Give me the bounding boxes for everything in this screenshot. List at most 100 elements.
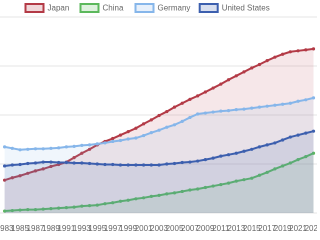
x-tick-label: 1983 [0,224,14,233]
point [242,70,246,74]
point [134,136,138,140]
point [80,161,84,165]
legend-swatch [198,3,219,13]
point [234,151,238,155]
legend-swatch [24,3,45,13]
point [49,146,53,150]
point [72,205,76,209]
point [126,198,130,202]
point [172,161,177,166]
point [26,171,30,175]
point [80,204,84,208]
point [165,192,169,196]
point [111,201,115,205]
point [165,125,169,129]
point [126,137,130,141]
point [26,207,30,212]
point [188,160,192,164]
point [3,164,7,168]
point [188,115,192,120]
x-tick-label: 1999 [119,224,137,233]
point [304,98,308,102]
x-tick-label: 2021 [289,224,307,233]
point [41,147,45,151]
point [296,49,300,53]
area-fill [4,131,314,213]
point [296,133,300,137]
point [250,66,254,70]
point [72,144,76,148]
point [95,162,99,166]
point [103,141,107,145]
point [33,207,38,212]
point [87,161,92,166]
point [149,131,153,135]
point [180,189,184,194]
point [172,123,177,127]
point [273,141,277,145]
point [296,99,300,103]
point [296,157,300,162]
point [142,133,146,138]
point [257,105,262,109]
point [111,162,115,167]
point [10,146,14,150]
point [304,155,308,159]
x-tick-label: 2013 [227,224,245,233]
point [211,156,215,160]
point [203,111,207,115]
point [226,78,231,82]
point [257,145,262,149]
point [311,151,316,155]
x-tick-label: 2011 [212,224,230,233]
point [257,173,262,177]
legend-swatch [79,3,100,13]
point [3,209,7,213]
point [242,178,246,182]
point [311,129,316,133]
point [134,126,138,130]
point [211,86,215,90]
point [203,185,207,190]
point [180,119,184,123]
point [273,167,277,171]
area-fill [4,153,314,213]
point [134,197,138,201]
point [64,206,68,210]
point [87,143,92,147]
x-tick-label: 2001 [135,224,153,233]
x-tick-label: 2009 [196,224,214,233]
x-tick-label: 1989 [42,224,60,233]
legend-label: Germany [158,4,191,13]
point [250,106,254,110]
point [226,108,231,113]
point [196,187,200,191]
point [234,74,238,78]
point [18,208,22,212]
point [273,103,277,107]
point [203,90,207,94]
point [95,142,99,146]
x-tick-label: 1995 [88,224,106,233]
point [57,160,61,165]
point [180,101,184,105]
point [219,82,223,86]
point [33,161,38,165]
point [118,199,123,203]
point [157,193,161,197]
legend-label: Japan [48,4,70,13]
point [18,162,22,167]
point [288,101,292,105]
point [265,104,269,108]
legend-label: United States [222,4,270,13]
point [281,138,285,142]
point [242,107,246,111]
point [87,204,92,208]
x-tick-label: 1987 [27,224,45,233]
point [196,159,200,163]
point [111,136,115,141]
point [80,151,84,155]
point [219,154,223,158]
point [288,50,292,54]
